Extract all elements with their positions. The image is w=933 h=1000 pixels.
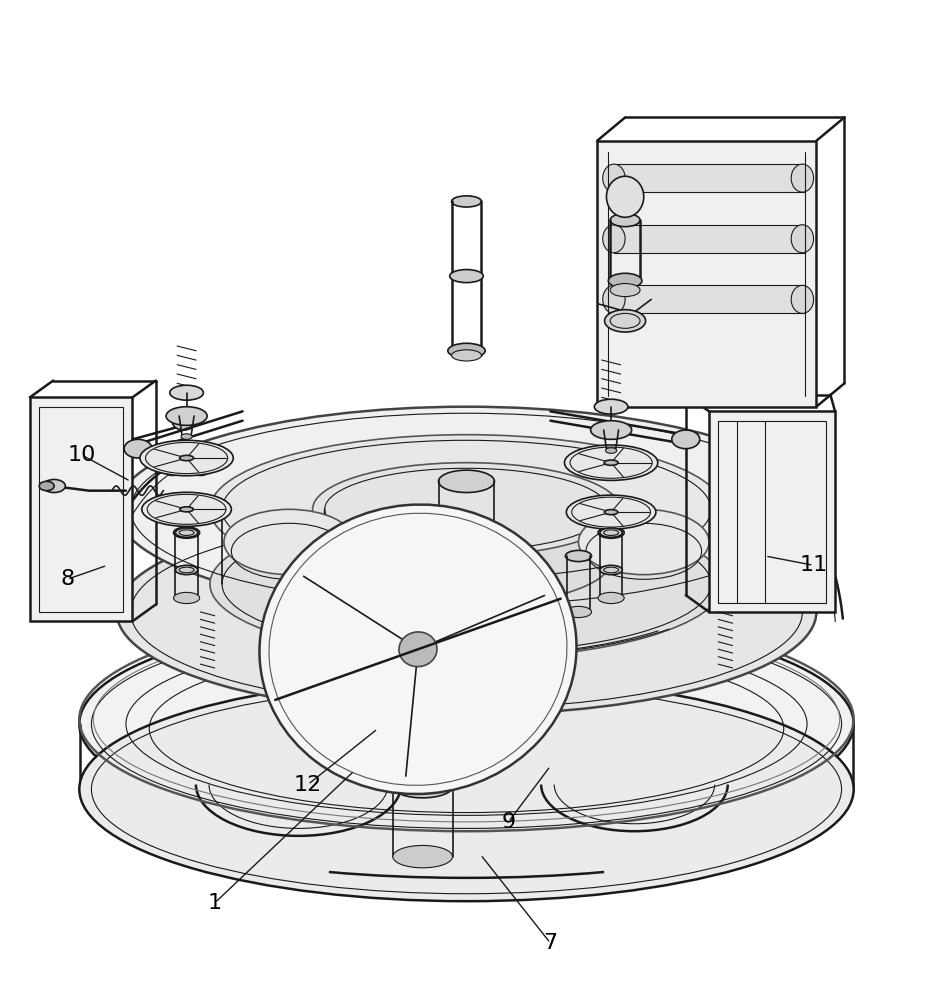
Ellipse shape [511, 684, 534, 693]
Text: 1: 1 [207, 893, 222, 913]
Ellipse shape [439, 591, 494, 614]
Ellipse shape [79, 677, 854, 901]
Ellipse shape [165, 468, 180, 476]
Text: 12: 12 [294, 775, 322, 795]
Ellipse shape [452, 196, 481, 207]
Ellipse shape [180, 455, 194, 461]
Ellipse shape [124, 439, 152, 458]
Ellipse shape [140, 440, 233, 476]
Ellipse shape [565, 550, 592, 562]
Ellipse shape [791, 164, 814, 192]
Bar [614, 225, 805, 253]
Ellipse shape [170, 385, 203, 400]
Ellipse shape [39, 481, 54, 491]
Ellipse shape [606, 448, 617, 453]
Ellipse shape [591, 421, 632, 439]
Ellipse shape [180, 507, 193, 512]
Ellipse shape [598, 527, 624, 538]
Ellipse shape [224, 509, 355, 575]
Ellipse shape [341, 550, 368, 562]
Ellipse shape [313, 463, 620, 556]
Ellipse shape [43, 479, 65, 493]
Ellipse shape [594, 399, 628, 414]
Ellipse shape [610, 214, 640, 227]
Ellipse shape [393, 775, 453, 798]
Ellipse shape [566, 495, 656, 529]
Ellipse shape [174, 592, 200, 604]
Ellipse shape [608, 273, 642, 288]
Ellipse shape [175, 528, 198, 537]
Ellipse shape [605, 510, 618, 515]
Bar [597, 141, 816, 407]
Ellipse shape [166, 407, 207, 425]
Ellipse shape [610, 284, 640, 297]
Ellipse shape [603, 225, 625, 253]
Ellipse shape [450, 270, 483, 283]
Ellipse shape [565, 606, 592, 618]
Text: 11: 11 [800, 555, 828, 575]
Ellipse shape [175, 565, 198, 575]
Ellipse shape [791, 285, 814, 313]
Ellipse shape [606, 176, 644, 217]
Ellipse shape [439, 470, 494, 493]
Ellipse shape [603, 285, 625, 313]
Ellipse shape [142, 492, 231, 526]
Ellipse shape [181, 434, 192, 439]
Text: 8: 8 [60, 569, 75, 589]
Ellipse shape [791, 225, 814, 253]
Text: 9: 9 [501, 812, 516, 832]
Text: 10: 10 [68, 445, 96, 465]
Ellipse shape [448, 343, 485, 358]
Ellipse shape [399, 684, 422, 693]
Bar [39, 407, 123, 612]
Ellipse shape [603, 164, 625, 192]
Ellipse shape [174, 527, 200, 538]
Bar [614, 164, 805, 192]
Ellipse shape [600, 528, 622, 537]
Ellipse shape [322, 516, 611, 605]
Bar [30, 397, 132, 621]
Ellipse shape [598, 592, 624, 604]
Ellipse shape [193, 468, 208, 476]
Ellipse shape [605, 460, 618, 465]
Ellipse shape [173, 415, 195, 430]
Ellipse shape [672, 430, 700, 449]
Bar [614, 285, 805, 313]
Ellipse shape [431, 616, 502, 646]
Bar [709, 411, 835, 612]
Ellipse shape [79, 612, 854, 836]
Text: 7: 7 [543, 933, 558, 953]
Ellipse shape [210, 435, 723, 584]
Ellipse shape [608, 468, 623, 476]
Ellipse shape [117, 509, 816, 715]
Ellipse shape [399, 632, 437, 667]
Ellipse shape [117, 407, 816, 612]
Ellipse shape [578, 509, 709, 575]
Ellipse shape [632, 468, 647, 476]
Ellipse shape [600, 565, 622, 575]
Ellipse shape [452, 350, 481, 361]
Bar [718, 421, 826, 603]
Ellipse shape [437, 604, 496, 630]
Ellipse shape [393, 845, 453, 868]
Ellipse shape [210, 509, 723, 659]
Ellipse shape [341, 606, 368, 618]
Ellipse shape [259, 505, 577, 794]
Ellipse shape [564, 445, 658, 480]
Ellipse shape [605, 310, 646, 332]
